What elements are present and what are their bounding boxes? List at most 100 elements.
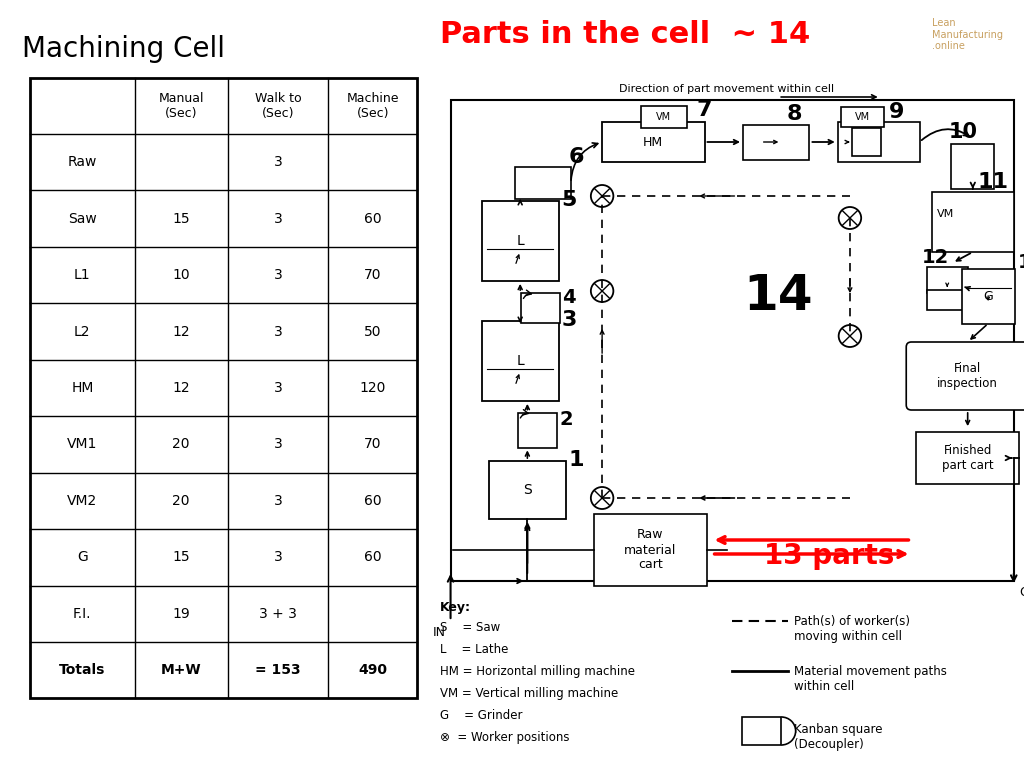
Bar: [838, 122, 920, 162]
Text: Raw: Raw: [68, 155, 97, 169]
Text: 8: 8: [786, 105, 802, 124]
Bar: [743, 124, 809, 160]
Text: L2: L2: [74, 324, 90, 338]
Bar: [518, 413, 557, 448]
Text: ⊗  = Worker positions: ⊗ = Worker positions: [440, 731, 569, 744]
Text: 20: 20: [172, 438, 189, 452]
Bar: [852, 128, 881, 156]
Text: L: L: [516, 354, 524, 368]
Circle shape: [839, 325, 861, 347]
Text: M+W: M+W: [161, 663, 202, 677]
Text: 9: 9: [889, 102, 904, 122]
Text: 50: 50: [364, 324, 381, 338]
Bar: [481, 321, 559, 401]
Text: 11: 11: [978, 172, 1009, 192]
Text: 3: 3: [273, 550, 283, 564]
Text: 3: 3: [561, 310, 578, 330]
Text: HM = Horizontal milling machine: HM = Horizontal milling machine: [440, 665, 635, 678]
Text: 3: 3: [273, 438, 283, 452]
Text: 12: 12: [172, 381, 189, 395]
Text: Direction of part movement within cell: Direction of part movement within cell: [620, 84, 835, 94]
Text: Key:: Key:: [440, 601, 471, 614]
Bar: [962, 268, 1015, 324]
Bar: [481, 201, 559, 281]
Bar: [489, 461, 565, 519]
Text: Finished
part cart: Finished part cart: [942, 444, 993, 472]
Text: VM = Vertical milling machine: VM = Vertical milling machine: [440, 687, 618, 700]
Bar: [841, 107, 884, 127]
Bar: [951, 144, 994, 189]
Text: Material movement paths
within cell: Material movement paths within cell: [794, 665, 946, 693]
Text: L: L: [516, 234, 524, 248]
Text: Manual
(Sec): Manual (Sec): [159, 92, 204, 120]
Text: 120: 120: [359, 381, 386, 395]
Text: VM2: VM2: [68, 494, 97, 508]
Text: 3: 3: [273, 494, 283, 508]
Text: 3: 3: [273, 268, 283, 282]
Text: 15: 15: [172, 550, 189, 564]
Bar: [927, 290, 968, 310]
Text: F.I.: F.I.: [73, 607, 91, 621]
Text: L1: L1: [74, 268, 91, 282]
Text: G: G: [77, 550, 88, 564]
Text: Walk to
(Sec): Walk to (Sec): [255, 92, 301, 120]
Text: L    = Lathe: L = Lathe: [440, 643, 509, 656]
Text: 70: 70: [364, 268, 381, 282]
Text: 20: 20: [172, 494, 189, 508]
Bar: [916, 432, 1019, 484]
Text: Lean
Manufacturing
.online: Lean Manufacturing .online: [932, 18, 1002, 51]
Text: VM1: VM1: [68, 438, 97, 452]
Text: Raw
material
cart: Raw material cart: [624, 528, 677, 571]
Text: G: G: [983, 289, 993, 303]
Bar: [514, 167, 571, 199]
Text: VM: VM: [656, 112, 671, 122]
Bar: [932, 192, 1014, 252]
Circle shape: [591, 280, 613, 302]
Bar: [451, 100, 1014, 581]
Text: 70: 70: [364, 438, 381, 452]
Text: 60: 60: [364, 212, 382, 226]
Text: 60: 60: [364, 494, 382, 508]
Text: Machining Cell: Machining Cell: [22, 35, 224, 63]
Text: VM: VM: [855, 112, 869, 122]
Text: Machine
(Sec): Machine (Sec): [346, 92, 399, 120]
Circle shape: [591, 185, 613, 207]
Circle shape: [591, 487, 613, 509]
Text: 3: 3: [273, 381, 283, 395]
Text: S: S: [523, 483, 531, 497]
Text: Totals: Totals: [59, 663, 105, 677]
Bar: [927, 267, 968, 293]
Text: Parts in the cell  ~ 14: Parts in the cell ~ 14: [440, 20, 811, 49]
Text: 3 + 3: 3 + 3: [259, 607, 297, 621]
Text: HM: HM: [72, 381, 93, 395]
Text: Final
inspection: Final inspection: [937, 362, 998, 390]
Text: IN: IN: [432, 626, 445, 639]
Text: 7: 7: [696, 100, 712, 120]
Text: OUT: OUT: [1019, 586, 1024, 599]
Text: Kanban square
(Decoupler): Kanban square (Decoupler): [794, 723, 882, 751]
Text: 3: 3: [273, 324, 283, 338]
Text: 1: 1: [569, 450, 585, 470]
Circle shape: [839, 207, 861, 229]
Text: 4: 4: [562, 288, 575, 307]
Bar: [594, 514, 707, 586]
Text: 15: 15: [172, 212, 189, 226]
Bar: [742, 717, 781, 745]
Text: 19: 19: [172, 607, 189, 621]
Text: 60: 60: [364, 550, 382, 564]
Text: 5: 5: [561, 190, 578, 210]
Text: 14: 14: [743, 272, 813, 320]
Bar: [641, 106, 686, 128]
Text: 10: 10: [948, 123, 977, 143]
Text: 2: 2: [559, 410, 572, 429]
Text: 3: 3: [273, 155, 283, 169]
Text: = 153: = 153: [255, 663, 301, 677]
Text: 490: 490: [358, 663, 387, 677]
Text: 12: 12: [172, 324, 189, 338]
Text: S    = Saw: S = Saw: [440, 621, 501, 634]
Bar: [30, 78, 417, 698]
Text: 13: 13: [1018, 254, 1024, 272]
Text: 6: 6: [569, 147, 585, 167]
Text: 3: 3: [273, 212, 283, 226]
Bar: [521, 293, 560, 323]
